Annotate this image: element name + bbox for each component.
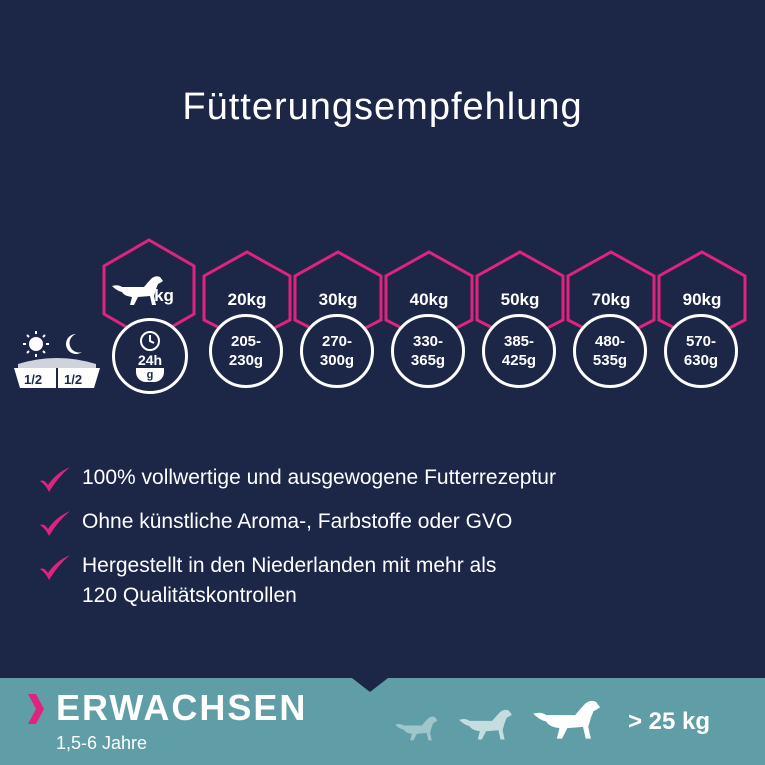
hex-weight-50: 50kg	[473, 238, 567, 342]
weight-label: 40kg	[409, 290, 449, 309]
amount-bottom: 230g	[228, 352, 264, 369]
amount-top: 480-	[594, 333, 626, 350]
dog-icon	[112, 276, 163, 305]
amount-top: 570-	[685, 333, 717, 350]
weight-label: 90kg	[682, 290, 722, 309]
chevron-right-icon	[28, 694, 44, 724]
checkmark-icon	[40, 467, 70, 492]
circle-amount: 330- 365g	[391, 314, 465, 388]
feature-text: 100% vollwertige und ausgewogene Futterr…	[82, 466, 556, 489]
feature-item: Hergestellt in den Niederlanden mit mehr…	[38, 551, 758, 611]
amount-top: 330-	[412, 333, 444, 350]
hex-weight-90: 90kg	[655, 238, 749, 342]
weight-label: 70kg	[591, 290, 631, 309]
weight-label: 50kg	[500, 290, 540, 309]
split-right-label: 1/2	[64, 372, 83, 387]
checkmark-icon	[40, 555, 70, 580]
split-left-label: 1/2	[24, 372, 43, 387]
banner-notch	[352, 678, 388, 692]
feature-text: Hergestellt in den Niederlanden mit mehr…	[82, 554, 497, 577]
weight-label: 30kg	[318, 290, 358, 309]
amount-top: 385-	[503, 333, 535, 350]
amount-top: 270-	[321, 333, 353, 350]
hex-weight-40: 40kg	[382, 238, 476, 342]
amount-bottom: 425g	[501, 352, 537, 369]
feature-item: Ohne künstliche Aroma-, Farbstoffe oder …	[38, 507, 758, 537]
dog-icon	[533, 700, 601, 739]
sun-icon	[23, 331, 49, 357]
dog-icon	[395, 716, 438, 741]
clock-label: 24h	[137, 352, 163, 368]
day-night-split: 1/2 1/2	[12, 330, 102, 394]
circle-daily-grams: 24h g	[112, 318, 188, 394]
hex-weight-70: 70kg	[564, 238, 658, 342]
amount-bottom: 365g	[410, 352, 446, 369]
dog-icon	[459, 709, 512, 740]
feature-text-line2: 120 Qualitätskontrollen	[82, 584, 297, 607]
feature-item: 100% vollwertige und ausgewogene Futterr…	[38, 463, 758, 493]
life-stage-banner	[0, 678, 765, 765]
hex-weight-30: 30kg	[291, 238, 385, 342]
amount-bottom: 300g	[319, 352, 355, 369]
first-unit-label: kg	[154, 286, 174, 305]
page-title: Fütterungsempfehlung	[182, 86, 583, 128]
bowl-label: g	[146, 369, 154, 381]
circle-amount: 570- 630g	[664, 314, 738, 388]
size-range: > 25 kg	[628, 708, 711, 735]
circle-amount: 480- 535g	[573, 314, 647, 388]
circle-amount: 205- 230g	[209, 314, 283, 388]
hex-weight-20: 20kg	[200, 238, 294, 342]
weight-label: 20kg	[227, 290, 267, 309]
life-stage-label: ERWACHSEN	[56, 687, 308, 728]
feature-text: Ohne künstliche Aroma-, Farbstoffe oder …	[82, 510, 513, 533]
moon-icon	[66, 334, 82, 354]
circle-amount: 270- 300g	[300, 314, 374, 388]
age-range: 1,5-6 Jahre	[56, 733, 148, 753]
amount-bottom: 535g	[592, 352, 628, 369]
amount-top: 205-	[230, 333, 262, 350]
amount-bottom: 630g	[683, 352, 719, 369]
bowl-icon: g	[136, 368, 164, 382]
clock-icon	[140, 331, 160, 351]
feature-list: 100% vollwertige und ausgewogene Futterr…	[38, 463, 758, 625]
checkmark-icon	[40, 511, 70, 536]
circle-amount: 385- 425g	[482, 314, 556, 388]
